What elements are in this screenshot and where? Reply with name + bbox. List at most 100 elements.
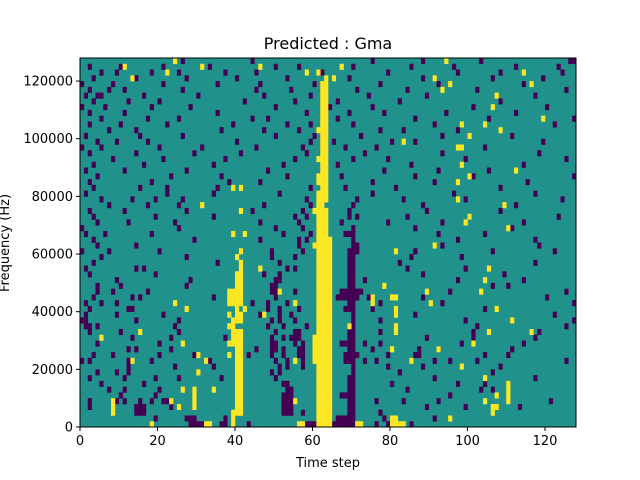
heatmap-cell-low — [475, 357, 480, 364]
heatmap-cell-high — [316, 334, 321, 341]
heatmap-cell-low — [413, 248, 418, 255]
heatmap-cell-low — [374, 398, 379, 405]
heatmap-cell-low — [250, 115, 255, 122]
heatmap-cell-low — [134, 403, 139, 411]
heatmap-cell-high — [227, 311, 232, 318]
heatmap-cell-low — [285, 363, 290, 370]
heatmap-cell-low — [548, 398, 554, 405]
heatmap-cell-low — [421, 202, 426, 209]
heatmap-cell-low — [91, 98, 96, 105]
heatmap-cell-high — [320, 403, 325, 411]
heatmap-cell-high — [328, 363, 333, 370]
heatmap-cell-high — [238, 334, 244, 341]
heatmap-cell-low — [87, 207, 92, 214]
heatmap-cell-low — [80, 144, 85, 151]
heatmap-cell-high — [436, 346, 441, 353]
heatmap-cell-low — [246, 421, 251, 428]
heatmap-cell-low — [452, 190, 457, 197]
x-tick-label: 120 — [533, 434, 558, 449]
heatmap-cell-high — [169, 398, 174, 405]
heatmap-cell-low — [347, 271, 352, 278]
heatmap-cell-low — [297, 334, 302, 341]
heatmap-cell-low — [362, 150, 368, 157]
heatmap-cell-high — [432, 242, 437, 249]
heatmap-cell-high — [328, 375, 333, 382]
heatmap-cell-low — [157, 144, 162, 151]
heatmap-cell-high — [324, 81, 329, 88]
heatmap-cell-low — [134, 127, 139, 134]
heatmap-cell-low — [134, 150, 139, 157]
heatmap-cell-high — [432, 75, 437, 82]
heatmap-cell-low — [138, 403, 143, 411]
heatmap-cell-low — [335, 115, 340, 122]
heatmap-cell-low — [122, 398, 127, 405]
heatmap-cell-low — [277, 311, 282, 318]
heatmap-cell-low — [153, 213, 158, 220]
heatmap-cell-high — [111, 409, 116, 416]
heatmap-cell-low — [351, 271, 356, 278]
x-tick-label: 0 — [76, 434, 84, 449]
heatmap-cell-low — [355, 196, 360, 203]
heatmap-cell-low — [250, 300, 255, 307]
heatmap-cell-low — [413, 225, 418, 232]
heatmap-cell-low — [483, 380, 488, 387]
heatmap-cell-low — [293, 265, 298, 272]
heatmap-cell-low — [103, 104, 108, 111]
heatmap-cell-low — [355, 213, 360, 220]
heatmap-cell-low — [130, 305, 135, 312]
heatmap-cell-low — [459, 254, 464, 261]
heatmap-cell-low — [111, 288, 116, 295]
heatmap-cell-low — [386, 219, 391, 226]
heatmap-cell-low — [196, 421, 201, 428]
heatmap-cell-high — [324, 328, 329, 336]
heatmap-cell-high — [440, 86, 445, 93]
heatmap-cell-low — [351, 294, 356, 301]
heatmap-cell-low — [95, 173, 100, 180]
heatmap-cell-low — [308, 121, 313, 128]
heatmap-cell-low — [424, 92, 430, 99]
heatmap-cell-low — [196, 92, 201, 99]
heatmap-cell-high — [483, 398, 488, 405]
heatmap-cell-high — [231, 328, 236, 336]
heatmap-cell-low — [122, 386, 127, 393]
heatmap-cell-high — [235, 398, 240, 405]
heatmap-cell-high — [324, 190, 329, 197]
heatmap-cell-low — [80, 317, 85, 324]
heatmap-cell-low — [413, 352, 418, 359]
heatmap-cell-low — [328, 104, 333, 111]
heatmap-cell-high — [320, 115, 325, 122]
heatmap-cell-low — [273, 294, 278, 301]
heatmap-cell-low — [114, 300, 120, 307]
heatmap-cell-low — [273, 132, 278, 140]
heatmap-cell-high — [324, 346, 329, 353]
heatmap-cell-low — [219, 173, 224, 180]
heatmap-cell-low — [83, 190, 89, 197]
heatmap-cell-low — [339, 340, 344, 347]
heatmap-cell-high — [192, 403, 197, 411]
heatmap-cell-low — [223, 415, 228, 422]
heatmap-cell-low — [366, 92, 371, 99]
heatmap-cell-low — [153, 392, 158, 399]
heatmap-cell-high — [328, 415, 333, 422]
heatmap-cell-high — [238, 277, 244, 284]
heatmap-cell-low — [83, 92, 89, 99]
heatmap-cell-low — [378, 300, 383, 307]
heatmap-cell-high — [320, 282, 325, 289]
heatmap-cell-low — [262, 92, 267, 99]
heatmap-cell-low — [312, 132, 317, 140]
heatmap-cell-low — [417, 352, 422, 359]
heatmap-cell-low — [87, 323, 92, 330]
heatmap-cell-low — [176, 328, 182, 336]
heatmap-cell-low — [83, 132, 89, 140]
heatmap-cell-low — [169, 173, 174, 180]
heatmap-cell-high — [316, 236, 321, 243]
heatmap-cell-high — [238, 311, 244, 318]
heatmap-cell-high — [242, 305, 247, 312]
heatmap-cell-low — [533, 375, 538, 382]
heatmap-cell-low — [300, 144, 306, 151]
heatmap-cell-high — [138, 328, 143, 336]
heatmap-cell-low — [134, 346, 139, 353]
heatmap-cell-low — [107, 86, 112, 93]
heatmap-cell-low — [463, 196, 468, 203]
heatmap-cell-low — [343, 357, 348, 364]
